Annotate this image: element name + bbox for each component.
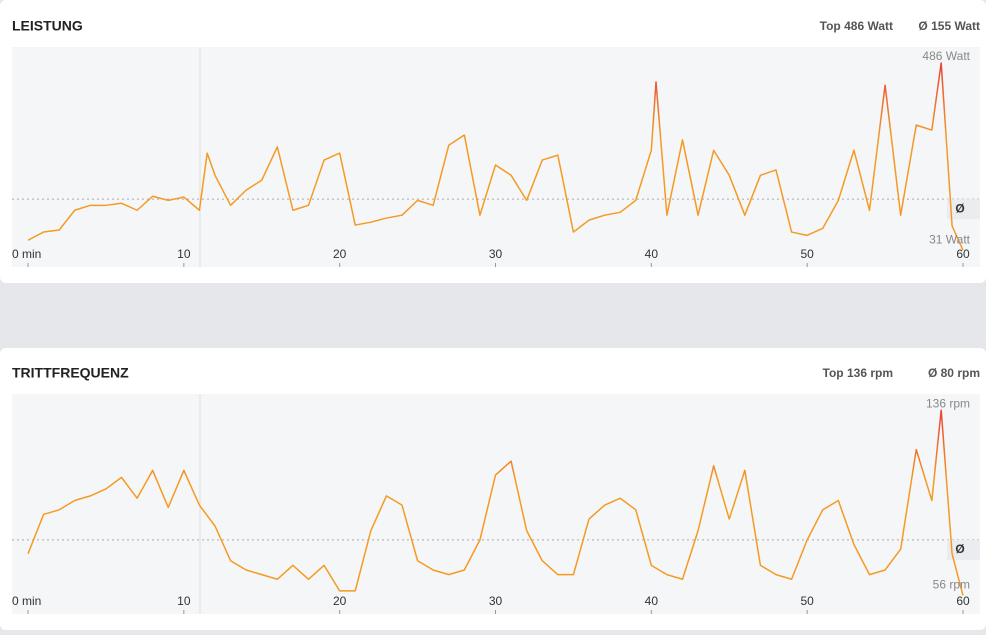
plot-area [12, 47, 980, 267]
max-label: 486 Watt [922, 49, 970, 63]
x-tick-label: 30 [489, 594, 503, 608]
average-label: Ø [955, 542, 964, 556]
x-tick-label: 50 [800, 247, 814, 261]
average-badge [947, 539, 980, 560]
average-badge [947, 199, 980, 220]
x-tick-label: 10 [177, 247, 191, 261]
series-line [27, 62, 964, 251]
panel-title: LEISTUNG [12, 18, 83, 34]
average-label: Ø [955, 201, 964, 215]
x-tick-label: 0 min [12, 247, 41, 261]
x-tick-label: 30 [489, 247, 503, 261]
stat: Ø 80 rpm [928, 366, 980, 380]
stat: Top 136 rpm [823, 366, 893, 380]
x-tick-label: 60 [956, 594, 970, 608]
stat: Ø 155 Watt [918, 19, 980, 33]
x-tick-label: 10 [177, 594, 191, 608]
min-label: 56 rpm [933, 578, 970, 592]
max-label: 136 rpm [926, 396, 970, 410]
x-tick-label: 40 [645, 247, 659, 261]
plot-area [12, 394, 980, 614]
x-tick-label: 20 [333, 594, 347, 608]
series-line [27, 409, 964, 596]
x-tick-label: 50 [800, 594, 814, 608]
panel-title: TRITTFREQUENZ [12, 365, 129, 381]
min-label: 31 Watt [929, 232, 971, 246]
x-tick-label: 0 min [12, 594, 41, 608]
x-tick-label: 40 [645, 594, 659, 608]
stat: Top 486 Watt [820, 19, 893, 33]
x-tick-label: 20 [333, 247, 347, 261]
x-tick-label: 60 [956, 247, 970, 261]
